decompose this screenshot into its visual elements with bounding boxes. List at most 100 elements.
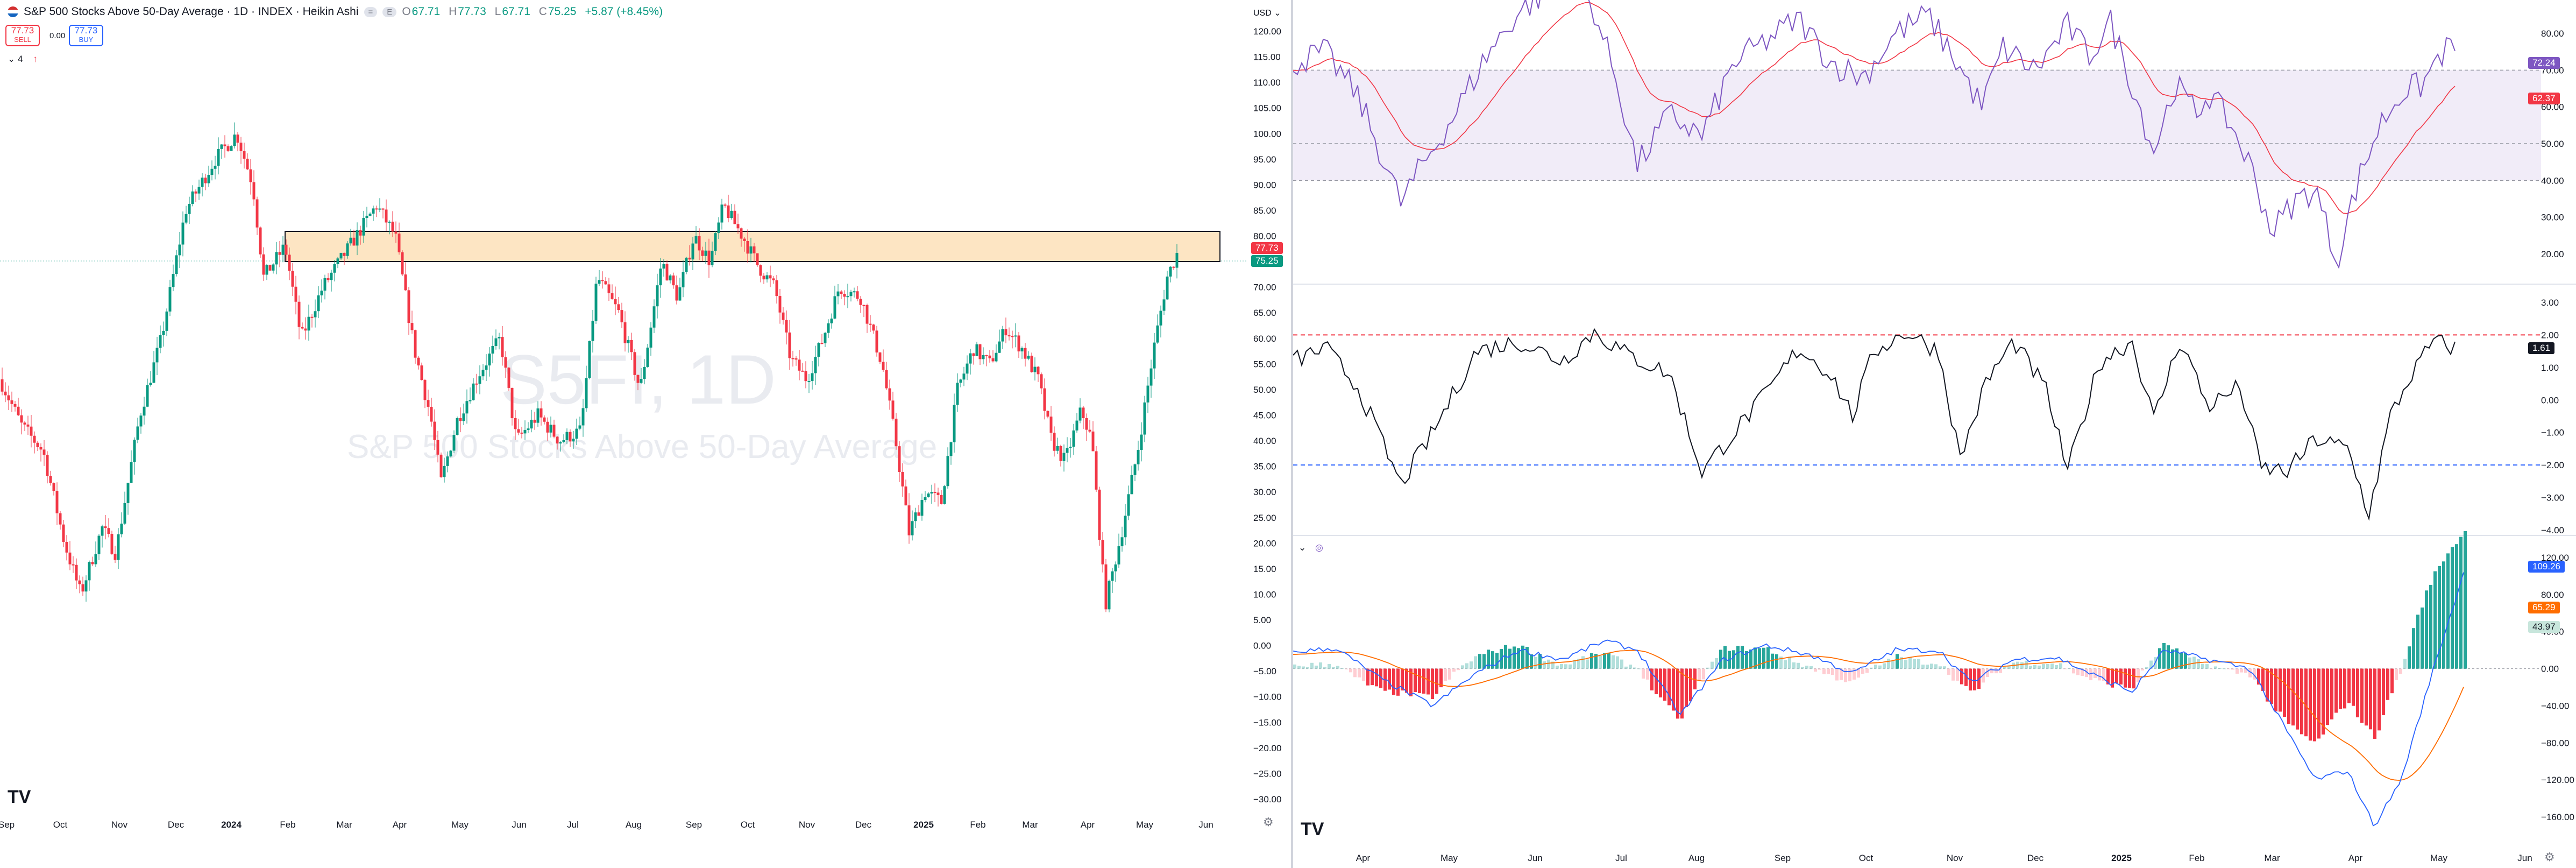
buy-button[interactable]: 77.73 BUY [69,25,103,46]
indicator-pane[interactable]: Apr May Jun Jul Aug Sep Oct Nov Dec 2025 Feb Mar Apr… [1293,0,2576,868]
main-chart-pane[interactable]: S5FI, 1D S&P 500 Stocks Above 50-Day Ave… [0,0,1293,868]
macd-histogram-bar [1930,664,1933,669]
candle-body [417,357,420,366]
candle-body [485,365,488,370]
candle-body [820,343,824,344]
macd-histogram-bar [1874,665,1877,669]
candle-body [514,418,517,429]
candle-body [391,221,394,232]
candle-body [672,275,675,286]
candle-body [149,383,152,385]
candle-body [536,408,540,423]
candle-body [349,237,352,244]
candle-body [91,562,94,564]
symbol-title[interactable]: S&P 500 Stocks Above 50-Day Average · 1D… [24,5,359,18]
candle-body [1030,355,1033,372]
candle-body [478,376,481,384]
candle-body [1166,276,1169,300]
macd-histogram-bar [2279,668,2282,712]
candle-body [1127,494,1130,516]
macd-histogram-bar [2365,668,2368,726]
macd-histogram-bar [1818,668,1821,670]
candle-body [194,191,197,194]
candle-body [898,446,901,472]
candle-body [339,252,343,259]
time-axis-label: Mar [336,820,352,830]
earnings-badge[interactable]: E [382,6,397,17]
main-price-chart[interactable]: 120.00 115.00 110.00 105.00 100.00 95.00 90.00… [0,0,1293,868]
macd-histogram-bar [1835,668,1839,681]
macd-histogram-bar [1797,662,1800,669]
chevron-down-icon: ⌄ [1274,9,1281,18]
macd-histogram-bar [1538,654,1542,669]
candle-body [368,213,372,216]
macd-histogram-bar [1439,668,1443,688]
candle-body [236,135,239,143]
right-time-axis-label: Sep [1775,853,1791,863]
macd-pane-controls[interactable]: ⌄ ◎ [1298,542,1323,553]
macd-histogram-bar [2360,668,2364,723]
time-axis-label: Feb [970,820,985,830]
indicators-toggle[interactable]: ⌄ 4 ↑ [8,54,38,64]
candle-body [565,432,569,441]
macd-histogram-bar [2059,663,2062,669]
macd-histogram-bar [2046,664,2049,669]
time-axis-label: Sep [686,820,702,830]
candle-body [243,151,246,159]
macd-histogram-bar [1706,667,1709,669]
macd-histogram-bar [1913,659,1916,669]
macd-histogram-bar [2236,668,2239,674]
candle-body [711,250,714,265]
macd-histogram-bar [1809,666,1813,669]
indicator-icon: ◎ [1315,542,1323,553]
candle-body [133,440,136,462]
macd-histogram-bar [1870,667,1873,669]
candle-body [294,286,297,302]
candle-body [7,395,10,401]
rsi-value-tag: 72.24 [2528,57,2560,69]
candle-body [1059,446,1062,461]
macd-histogram-bar [1939,666,1942,669]
sell-button[interactable]: 77.73 SELL [5,25,40,46]
macd-histogram-bar [2390,668,2394,694]
candle-body [214,165,217,169]
indicator-badge[interactable]: = [364,6,378,17]
candle-body [459,418,462,421]
zscore-axis-label: 0.00 [2541,395,2559,405]
candle-body [1146,385,1149,403]
macd-histogram-bar [1883,663,1886,669]
macd-histogram-bar [1741,646,1744,669]
candle-body [10,400,13,404]
candle-body [1049,417,1053,433]
macd-histogram-bar [2347,668,2351,703]
macd-histogram-bar [2373,668,2376,739]
right-time-axis-label: Jun [2517,853,2532,863]
macd-histogram-bar [2455,544,2458,669]
macd-histogram-bar [1521,645,1524,669]
price-axis-label: 95.00 [1253,154,1276,165]
macd-histogram-bar [2020,662,2024,669]
price-axis-label: 30.00 [1253,487,1276,497]
macd-histogram-bar [1504,645,1507,669]
macd-histogram-bar [1375,668,1378,687]
macd-histogram-bar [1444,668,1447,681]
candle-body [123,503,126,524]
macd-histogram-bar [1715,658,1718,669]
macd-histogram-bar [2124,668,2127,688]
settings-gear-icon[interactable]: ⚙ [1263,815,1274,829]
settings-gear-icon[interactable]: ⚙ [2544,850,2555,864]
candle-body [330,272,333,280]
candle-body [717,222,720,234]
currency-selector[interactable]: USD ⌄ [1253,9,1281,18]
candle-body [55,491,59,513]
candle-body [659,269,662,286]
macd-line [1293,572,2464,827]
candle-body [688,257,691,260]
candle-body [1017,335,1020,352]
macd-histogram-bar [2042,664,2045,669]
candle-body [498,337,501,338]
candle-body [640,379,643,383]
candle-body [682,272,685,287]
candle-body [927,493,930,498]
indicator-charts[interactable]: Apr May Jun Jul Aug Sep Oct Nov Dec 2025 Feb Mar Apr… [1293,0,2576,868]
